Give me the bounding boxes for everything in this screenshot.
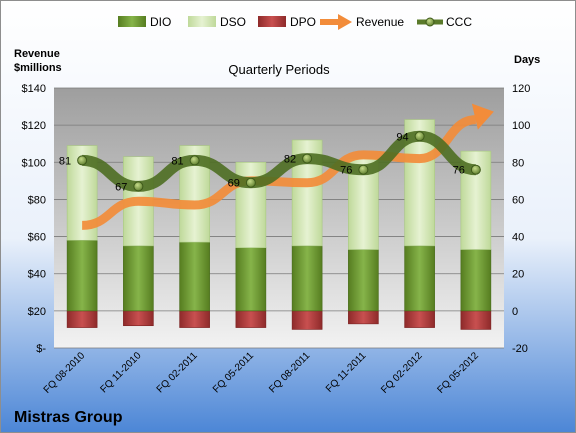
ccc-point	[77, 155, 88, 166]
right-tick-label: 0	[512, 306, 518, 318]
left-tick-label: $100	[22, 157, 46, 169]
revenue-series	[81, 103, 494, 230]
bar-dpo	[235, 310, 267, 328]
left-axis-title-line1: Revenue	[14, 48, 60, 60]
right-tick-label: 20	[512, 269, 524, 281]
ccc-data-label: 69	[228, 178, 240, 190]
bar-dio	[123, 245, 154, 312]
bar-dpo	[179, 310, 210, 328]
legend-swatch-dio	[118, 16, 146, 27]
left-tick-label: $60	[28, 232, 46, 244]
ccc-data-label: 94	[396, 131, 408, 143]
left-tick-label: $140	[22, 83, 46, 95]
bar-dio	[291, 245, 323, 312]
left-axis-title-line2: $millions	[14, 62, 62, 74]
chart-title: Quarterly Periods	[228, 62, 330, 77]
bar-dpo	[123, 310, 154, 327]
left-tick-label: $20	[28, 306, 46, 318]
left-tick-label: $-	[36, 343, 46, 355]
bar-dio	[66, 239, 98, 312]
bar-dso	[235, 161, 267, 249]
right-axis-title: Days	[514, 54, 540, 66]
ccc-data-label: 76	[453, 165, 465, 177]
bar-dpo	[291, 310, 323, 330]
ccc-data-label: 81	[171, 155, 183, 167]
ccc-point	[245, 177, 256, 188]
bar-dio	[235, 247, 267, 312]
legend-label-dpo: DPO	[290, 15, 316, 29]
right-tick-label: 80	[512, 157, 524, 169]
bar-dpo	[66, 310, 98, 328]
right-tick-label: 120	[512, 83, 530, 95]
bar-dpo	[460, 310, 492, 330]
legend-swatch-dso	[188, 16, 216, 27]
legend-label-revenue: Revenue	[356, 15, 404, 29]
left-tick-label: $40	[28, 269, 46, 281]
right-tick-label: -20	[512, 343, 528, 355]
ccc-data-label: 81	[59, 155, 71, 167]
revenue-arrowhead	[471, 103, 494, 130]
legend-label-dio: DIO	[150, 15, 171, 29]
legend: DIO DSO DPO Revenue CCC	[118, 14, 472, 30]
plot-area	[54, 88, 504, 348]
legend-label-dso: DSO	[220, 15, 246, 29]
ccc-series: 81 67 81 69 82 76 94 76	[59, 130, 481, 193]
right-tick-label: 60	[512, 194, 524, 206]
right-tick-label: 40	[512, 232, 524, 244]
ccc-data-label: 67	[115, 181, 127, 193]
bar-dio	[348, 249, 379, 312]
legend-label-ccc: CCC	[446, 15, 472, 29]
left-axis-ticks: $- $20 $40 $60 $80 $100 $120 $140	[22, 83, 47, 355]
right-axis-ticks: -20 0 20 40 60 80 100 120	[512, 83, 530, 355]
ccc-point	[133, 181, 144, 192]
ccc-data-label: 82	[284, 154, 296, 166]
ccc-point	[414, 131, 425, 142]
ccc-point	[189, 155, 200, 166]
bar-dpo	[404, 310, 435, 328]
right-tick-label: 100	[512, 120, 530, 132]
left-tick-label: $120	[22, 120, 46, 132]
ccc-point	[470, 164, 481, 175]
company-name: Mistras Group	[14, 409, 123, 426]
ccc-point	[358, 164, 369, 175]
revenue-line	[81, 115, 477, 230]
left-tick-label: $80	[28, 194, 46, 206]
bar-dio	[460, 249, 492, 312]
legend-swatch-dpo	[258, 16, 286, 27]
legend-line-ccc	[417, 17, 443, 27]
legend-arrow-revenue	[320, 14, 352, 30]
ccc-data-label: 76	[340, 165, 352, 177]
bar-dpo	[348, 310, 379, 325]
ccc-point	[302, 153, 313, 164]
bar-dio	[179, 241, 210, 312]
bar-dio	[404, 245, 435, 312]
